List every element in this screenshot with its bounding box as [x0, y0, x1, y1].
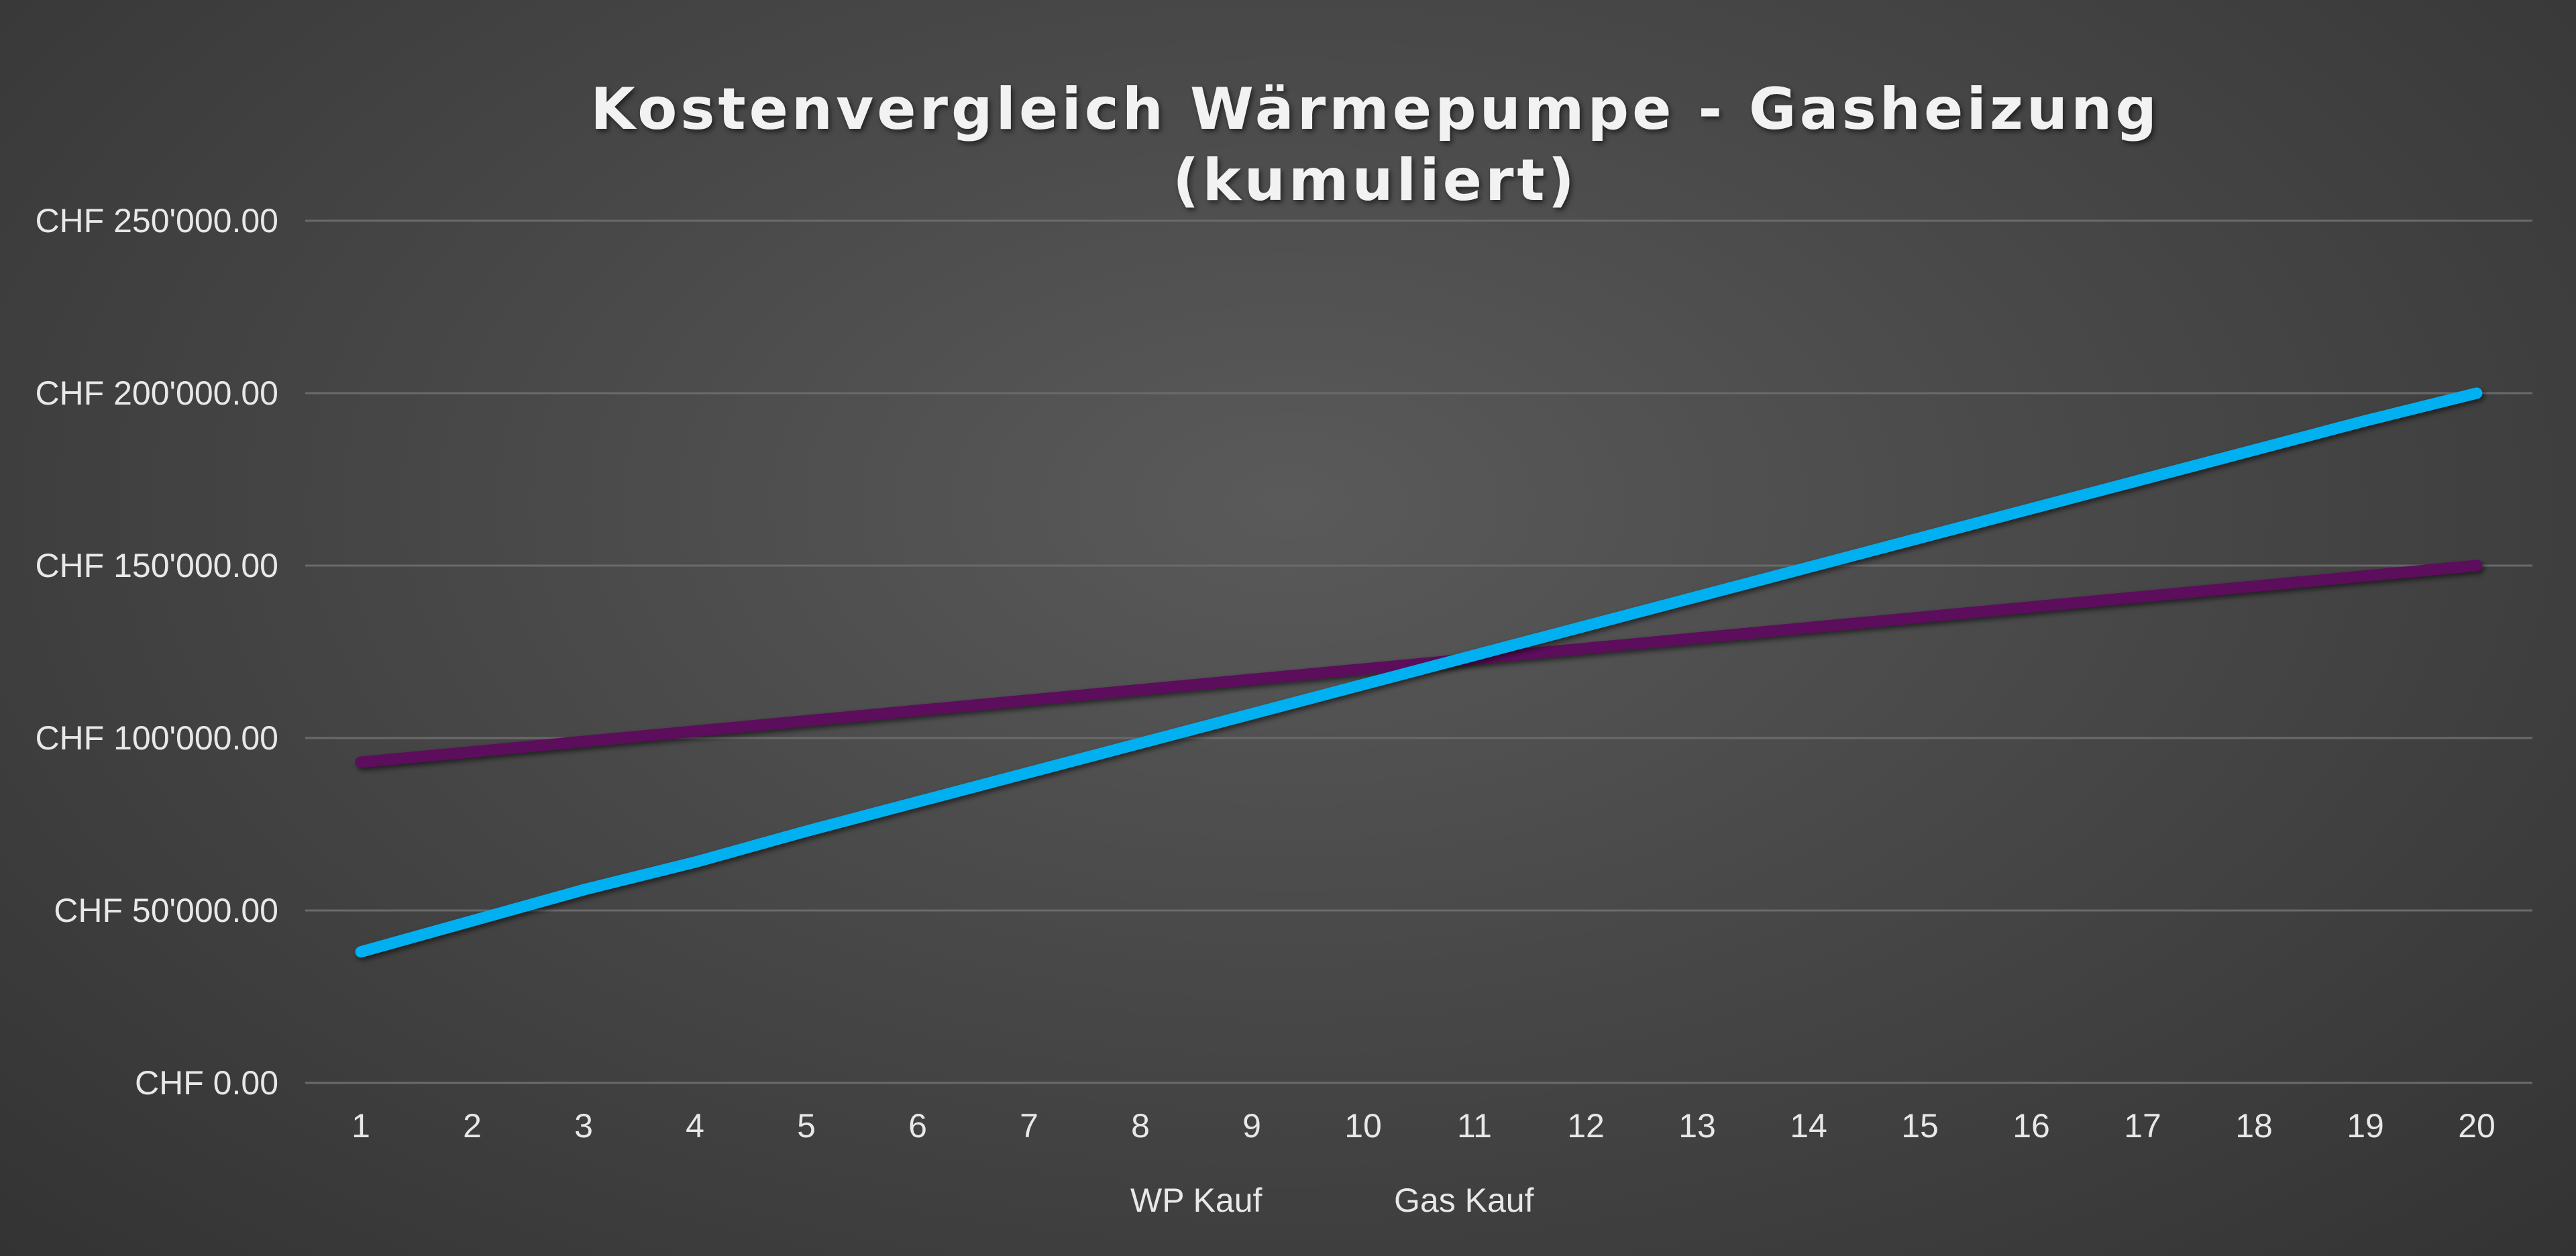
x-tick-label: 6: [908, 1107, 927, 1145]
gridlines: [305, 219, 2532, 1084]
x-tick-label: 9: [1242, 1107, 1261, 1145]
x-tick-label: 11: [1457, 1107, 1492, 1145]
x-tick-label: 19: [2347, 1107, 2384, 1145]
y-tick-label: CHF 50'000.00: [54, 892, 278, 929]
y-axis-tick-labels: CHF 0.00 CHF 50'000.00 CHF 100'000.00 CHF 1…: [35, 202, 278, 1102]
x-tick-label: 14: [1790, 1107, 1827, 1145]
x-tick-label: 18: [2235, 1107, 2273, 1145]
x-tick-label: 20: [2458, 1107, 2496, 1145]
x-tick-label: 8: [1131, 1107, 1150, 1145]
x-tick-label: 17: [2124, 1107, 2161, 1145]
series-line-1: [355, 387, 2483, 958]
x-tick-label: 15: [1901, 1107, 1939, 1145]
x-axis-tick-labels: 1 2 3 4 5 6 7 8 9 10 11 12 13 14 15 16 17 18 19 20: [352, 1107, 2496, 1145]
x-tick-label: 13: [1678, 1107, 1716, 1145]
y-tick-label: CHF 0.00: [135, 1064, 278, 1102]
chart-title: Kostenvergleich Wärmepumpe - Gasheizung …: [590, 76, 2160, 214]
chart-title-line2: (kumuliert): [1173, 147, 1578, 214]
series-lines: [355, 387, 2483, 958]
y-tick-label: CHF 100'000.00: [35, 719, 278, 757]
x-tick-label: 7: [1020, 1107, 1038, 1145]
legend-label-1: Gas Kauf: [1394, 1182, 1534, 1219]
x-tick-label: 16: [2012, 1107, 2050, 1145]
x-tick-label: 3: [574, 1107, 593, 1145]
series-line-0: [355, 560, 2483, 768]
legend-label-0: WP Kauf: [1130, 1182, 1262, 1219]
x-tick-label: 10: [1344, 1107, 1382, 1145]
x-tick-label: 12: [1567, 1107, 1605, 1145]
y-tick-label: CHF 250'000.00: [35, 202, 278, 240]
chart-title-line1: Kostenvergleich Wärmepumpe - Gasheizung: [590, 76, 2160, 143]
x-tick-label: 5: [797, 1107, 816, 1145]
y-tick-label: CHF 150'000.00: [35, 547, 278, 584]
legend: WP Kauf Gas Kauf: [1040, 1182, 1534, 1219]
x-tick-label: 2: [463, 1107, 482, 1145]
y-tick-label: CHF 200'000.00: [35, 374, 278, 412]
x-tick-label: 4: [686, 1107, 704, 1145]
x-tick-label: 1: [352, 1107, 370, 1145]
